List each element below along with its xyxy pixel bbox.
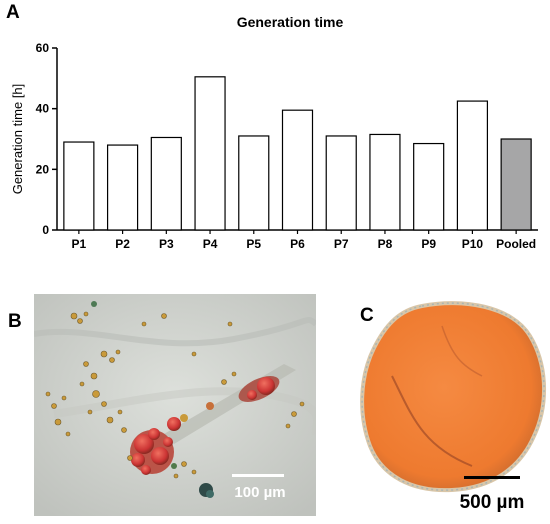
bar-p10 — [456, 100, 489, 231]
chart-bars — [63, 76, 532, 231]
panel-label-b: B — [8, 311, 22, 332]
scale-bar-label-c: 500 µm — [460, 492, 525, 513]
spheroid — [360, 301, 547, 493]
x-tick-label: P10 — [462, 237, 484, 251]
scale-bar-c: 500 µm — [460, 476, 525, 513]
x-tick-label: P7 — [334, 237, 349, 251]
y-tick-label: 60 — [36, 41, 50, 55]
micrograph-c: 500 µm — [360, 301, 547, 513]
chart-title: Generation time — [237, 14, 344, 30]
scale-bar-b: 100 µm — [232, 474, 286, 501]
droplet-cluster-elongated — [206, 376, 280, 410]
scale-bar-label-b: 100 µm — [234, 484, 285, 501]
micrograph-b: 100 µm — [34, 294, 316, 516]
x-tick-label: P1 — [72, 237, 87, 251]
bar-p1 — [63, 141, 95, 231]
x-tick-label: P3 — [159, 237, 174, 251]
bar-p4 — [194, 76, 226, 231]
bar-p9 — [413, 142, 445, 231]
x-tick-label: Pooled — [496, 237, 536, 251]
x-tick-label: P6 — [290, 237, 305, 251]
x-tick-label: P8 — [378, 237, 393, 251]
generation-time-chart: Generation time Generation time [h] 0 20 4… — [10, 14, 538, 251]
bar-p5 — [238, 135, 270, 231]
y-axis-label: Generation time [h] — [10, 84, 25, 195]
bar-p7 — [325, 135, 357, 231]
y-tick-label: 0 — [42, 223, 49, 237]
x-tick-label: P2 — [115, 237, 130, 251]
bar-p3 — [150, 136, 182, 231]
bar-p6 — [281, 109, 314, 231]
bar-pooled — [500, 138, 532, 231]
panel-label-c: C — [360, 305, 374, 326]
green-cell-debris — [91, 301, 214, 498]
bar-p8 — [369, 133, 401, 231]
y-tick-label: 20 — [36, 162, 50, 176]
droplet-cluster-main — [130, 414, 188, 475]
y-tick-label: 40 — [36, 102, 50, 116]
x-tick-label: P9 — [421, 237, 436, 251]
bar-p2 — [106, 144, 139, 231]
chart-ticks: 0 20 40 60 P1 P2 P3 P4 P5 P6 P7 P8 P9 P10 Pooled — [36, 41, 537, 251]
small-droplets — [45, 311, 305, 479]
panel-label-a: A — [6, 2, 20, 23]
x-tick-label: P4 — [203, 237, 218, 251]
x-tick-label: P5 — [246, 237, 261, 251]
